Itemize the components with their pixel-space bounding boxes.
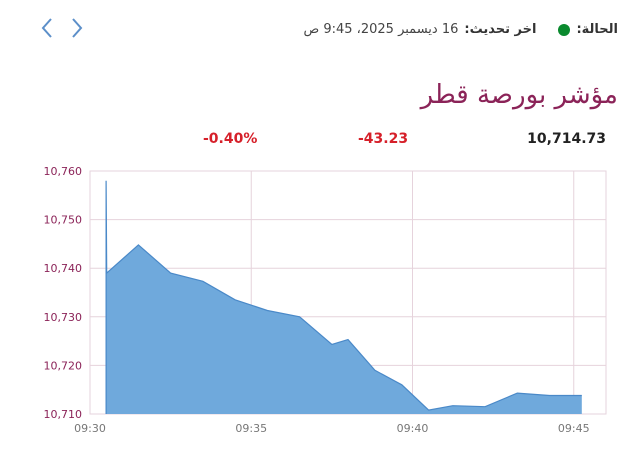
status-label: الحالة: [576,22,618,37]
series-line [105,180,582,414]
x-tick-label: 09:40 [397,422,429,435]
y-axis-labels: 10,760 10,750 10,740 10,730 10,720 10,710 [44,165,83,421]
status-indicator [558,23,571,36]
index-change: -43.23 [358,131,409,147]
index-change-percent: -0.40% [203,131,258,147]
x-tick-label: 09:45 [558,422,590,435]
y-tick-label: 10,710 [44,408,83,421]
index-value: 10,714.73 [527,131,606,147]
index-stats: 10,714.73 -43.23 -0.40% [0,131,640,151]
x-tick-label: 09:35 [235,422,267,435]
next-button[interactable] [66,14,88,42]
navigation-arrows [36,14,88,42]
last-update-label: اخر تحديث: [464,22,537,37]
y-tick-label: 10,750 [44,214,83,227]
index-chart: 10,760 10,750 10,740 10,730 10,720 10,710 09:… [44,165,607,435]
status-bar: الحالة: اخر تحديث: 16 ديسمبر 2025، 9:45 … [303,22,618,37]
index-title: مؤشر بورصة قطر [420,80,618,110]
y-tick-label: 10,730 [44,311,83,324]
x-tick-label: 09:30 [74,422,106,435]
y-tick-label: 10,740 [44,262,83,275]
chart-series [105,180,582,414]
x-axis-labels: 09:30 09:35 09:40 09:45 [74,422,589,435]
chevron-right-icon [72,18,83,38]
chevron-left-icon [41,18,52,38]
last-update-value: 16 ديسمبر 2025، 9:45 ص [303,22,459,37]
series-area [106,180,582,414]
prev-button[interactable] [36,14,58,42]
y-tick-label: 10,760 [44,165,83,178]
y-tick-label: 10,720 [44,359,83,372]
